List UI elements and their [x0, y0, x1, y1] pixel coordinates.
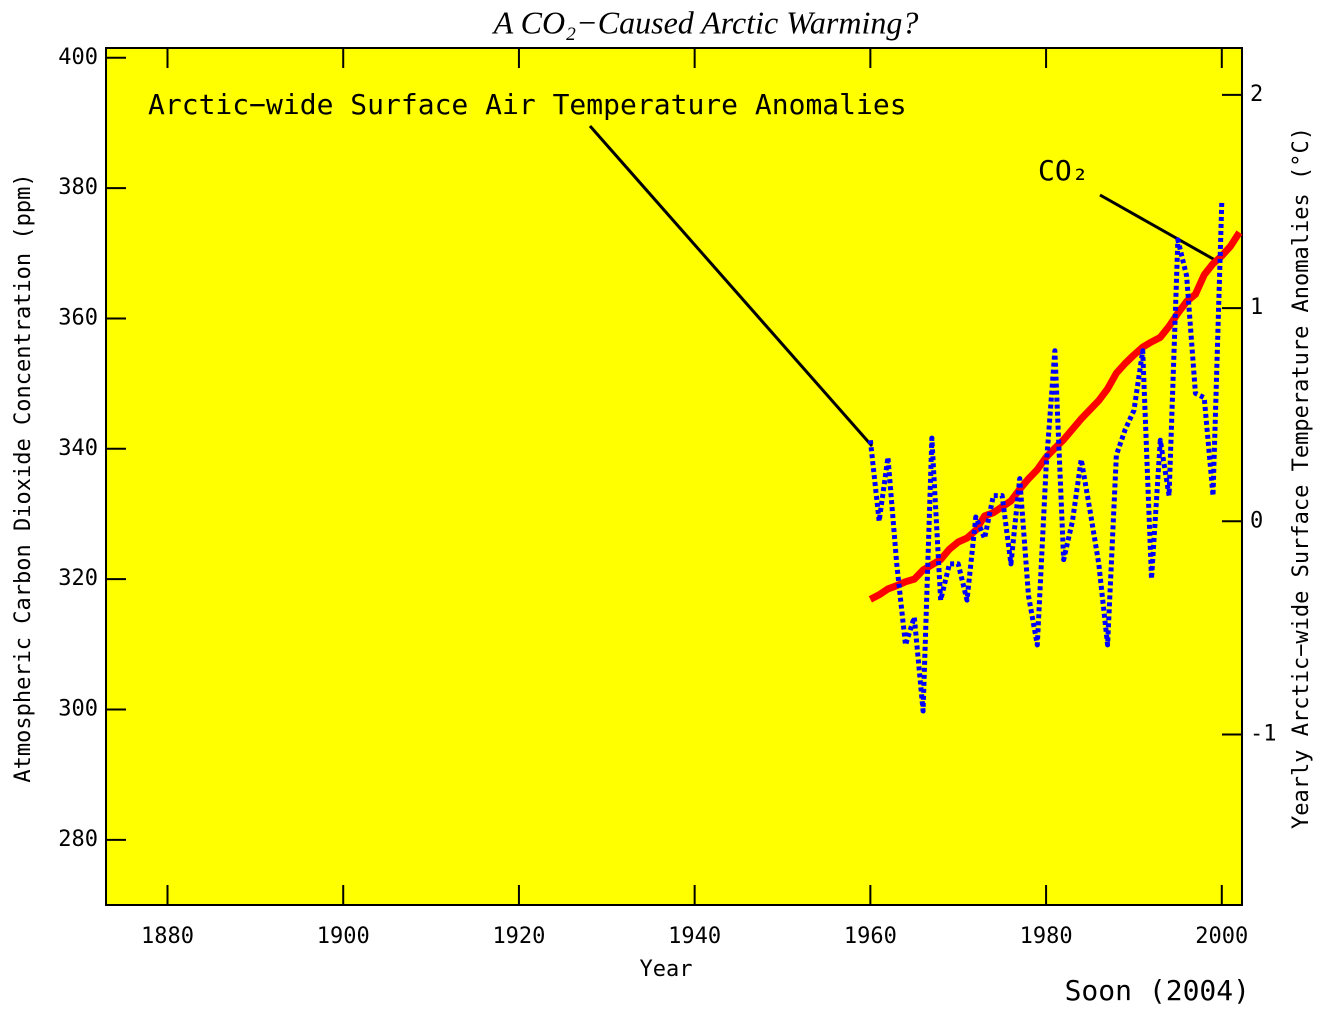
y-tick-label: 380	[58, 175, 98, 200]
plot-area	[105, 47, 1243, 906]
chart-title: A CO₂−Caused Arctic Warming?	[492, 4, 919, 40]
x-tick-label: 1920	[492, 924, 545, 949]
y-tick-label: 280	[58, 827, 98, 852]
x-tick-label: 1960	[844, 924, 897, 949]
y-tick-label: 320	[58, 566, 98, 591]
x-tick-label: 1940	[668, 924, 721, 949]
x-tick-label: 2000	[1195, 924, 1248, 949]
annotation: Arctic−wide Surface Air Temperature Anom…	[148, 88, 907, 121]
y-tick-label: 360	[58, 305, 98, 330]
data-line	[867, 201, 1225, 714]
y-tick-label: 340	[58, 436, 98, 461]
y2-tick-label: 2	[1250, 82, 1263, 107]
y-tick-label: 400	[58, 45, 98, 70]
y2-tick-label: 0	[1250, 508, 1263, 533]
y2-tick-label: -1	[1250, 721, 1277, 746]
annotation: CO₂	[1038, 154, 1089, 187]
x-tick-label: 1900	[317, 924, 370, 949]
annotation: Soon (2004)	[1065, 974, 1250, 1007]
x-tick-label: 1980	[1020, 924, 1073, 949]
y2-axis-label: Yearly Arctic−wide Surface Temperature A…	[1289, 127, 1314, 829]
leader-line	[1099, 193, 1216, 262]
y2-tick-label: 1	[1250, 295, 1263, 320]
x-tick-label: 1880	[141, 924, 194, 949]
leader-line	[588, 125, 874, 447]
y-axis-label: Atmospheric Carbon Dioxide Concentration…	[11, 173, 36, 782]
data-line	[868, 230, 1243, 603]
x-axis-label: Year	[640, 957, 693, 982]
y-tick-label: 300	[58, 696, 98, 721]
